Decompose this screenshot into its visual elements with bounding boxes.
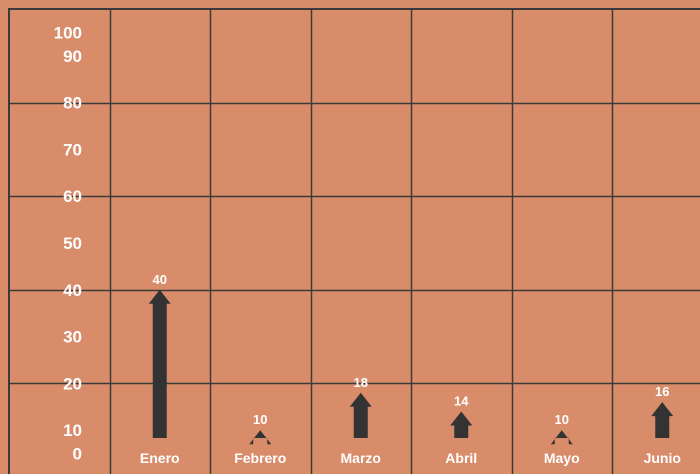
x-tick-label: Enero xyxy=(140,450,180,466)
data-labels: 40 10 18 14 10 16 xyxy=(153,272,670,427)
y-tick-label: 0 xyxy=(73,445,82,464)
bar-arrow-febrero xyxy=(249,430,272,445)
y-tick-label: 80 xyxy=(63,94,82,113)
x-tick-label: Junio xyxy=(644,450,681,466)
y-axis-ticks: 0 10 20 30 40 50 60 70 80 90 100 xyxy=(54,23,82,463)
y-tick-label: 20 xyxy=(63,374,82,393)
bar-arrow-enero xyxy=(148,289,171,438)
x-tick-label: Mayo xyxy=(544,450,580,466)
y-tick-label: 70 xyxy=(63,140,82,159)
data-label: 10 xyxy=(253,412,267,427)
x-axis-ticks: Enero Febrero Marzo Abril Mayo Junio xyxy=(140,450,681,466)
bar-arrow-marzo xyxy=(349,392,372,438)
y-tick-label: 30 xyxy=(63,328,82,347)
bar-arrow-abril xyxy=(450,411,473,438)
y-tick-label: 60 xyxy=(63,187,82,206)
data-label: 18 xyxy=(354,375,368,390)
plot-frame xyxy=(8,8,700,474)
bar-arrow-mayo xyxy=(550,430,573,445)
y-tick-label: 50 xyxy=(63,234,82,253)
x-tick-label: Febrero xyxy=(234,450,286,466)
y-tick-label: 10 xyxy=(63,421,82,440)
grid-lines xyxy=(8,8,700,474)
data-label: 16 xyxy=(655,384,669,399)
bar-series xyxy=(148,289,674,445)
data-label: 14 xyxy=(454,393,469,408)
bar-arrow-junio xyxy=(651,402,674,438)
y-tick-label: 40 xyxy=(63,281,82,300)
y-tick-label: 90 xyxy=(63,47,82,66)
x-tick-label: Marzo xyxy=(341,450,381,466)
data-label: 40 xyxy=(153,272,167,287)
y-tick-label: 100 xyxy=(54,23,82,42)
data-label: 10 xyxy=(555,412,569,427)
x-tick-label: Abril xyxy=(445,450,477,466)
